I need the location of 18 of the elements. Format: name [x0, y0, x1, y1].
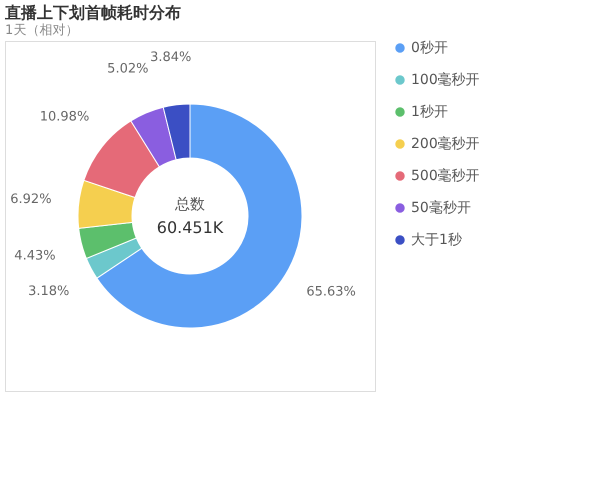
legend-label: 200毫秒开: [411, 136, 480, 152]
data-label: 65.63%: [306, 284, 356, 300]
chart-subtitle: 1天（相对）: [5, 23, 78, 38]
data-label: 10.98%: [40, 110, 90, 125]
data-label: 5.02%: [107, 62, 148, 77]
legend-label: 50毫秒开: [411, 200, 471, 216]
data-label: 3.84%: [150, 50, 192, 66]
legend-label: 100毫秒开: [411, 72, 480, 88]
text: 总数: [174, 195, 205, 213]
chart-title: 直播上下划首帧耗时分布: [4, 3, 181, 22]
data-label: 4.43%: [14, 248, 56, 264]
legend-label: 1秒开: [411, 104, 448, 120]
data-label: 6.92%: [10, 192, 52, 207]
text: 60.451K: [156, 218, 224, 237]
legend-label: 0秒开: [411, 40, 448, 56]
legend-label: 大于1秒: [411, 232, 462, 248]
data-label: 3.18%: [28, 284, 70, 300]
legend-label: 500毫秒开: [411, 168, 480, 184]
